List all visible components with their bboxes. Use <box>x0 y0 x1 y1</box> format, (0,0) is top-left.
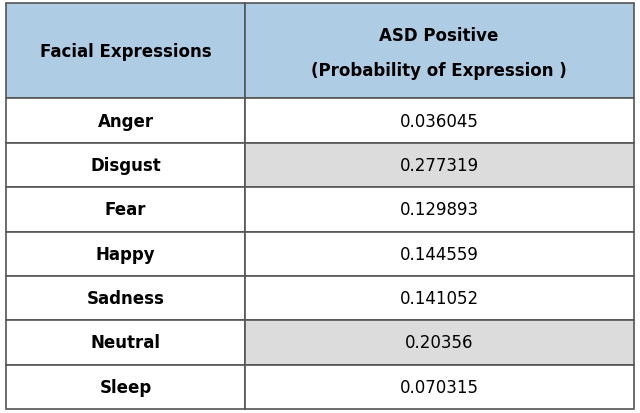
Text: 0.144559: 0.144559 <box>400 245 479 263</box>
Bar <box>6 4 244 99</box>
Text: (Probability of Expression ): (Probability of Expression ) <box>311 62 567 80</box>
Text: 0.277319: 0.277319 <box>399 157 479 175</box>
Text: Sadness: Sadness <box>86 290 164 307</box>
Text: Happy: Happy <box>96 245 156 263</box>
Bar <box>6 99 244 143</box>
Bar <box>6 143 244 188</box>
Text: Sleep: Sleep <box>99 378 152 396</box>
Text: Neutral: Neutral <box>91 334 161 351</box>
Bar <box>6 188 244 232</box>
Bar <box>6 232 244 276</box>
Bar <box>6 276 244 320</box>
Text: Anger: Anger <box>97 112 154 131</box>
Bar <box>244 320 634 365</box>
Bar <box>244 99 634 143</box>
Bar <box>244 276 634 320</box>
Bar <box>6 320 244 365</box>
Text: 0.141052: 0.141052 <box>399 290 479 307</box>
Bar <box>244 4 634 99</box>
Text: Fear: Fear <box>105 201 147 219</box>
Text: 0.20356: 0.20356 <box>405 334 474 351</box>
Text: 0.129893: 0.129893 <box>399 201 479 219</box>
Text: ASD Positive: ASD Positive <box>380 26 499 45</box>
Bar <box>6 365 244 409</box>
Bar <box>244 365 634 409</box>
Text: Facial Expressions: Facial Expressions <box>40 43 211 61</box>
Bar <box>244 143 634 188</box>
Text: 0.036045: 0.036045 <box>400 112 479 131</box>
Bar <box>244 188 634 232</box>
Text: Disgust: Disgust <box>90 157 161 175</box>
Text: 0.070315: 0.070315 <box>399 378 479 396</box>
Bar <box>244 232 634 276</box>
